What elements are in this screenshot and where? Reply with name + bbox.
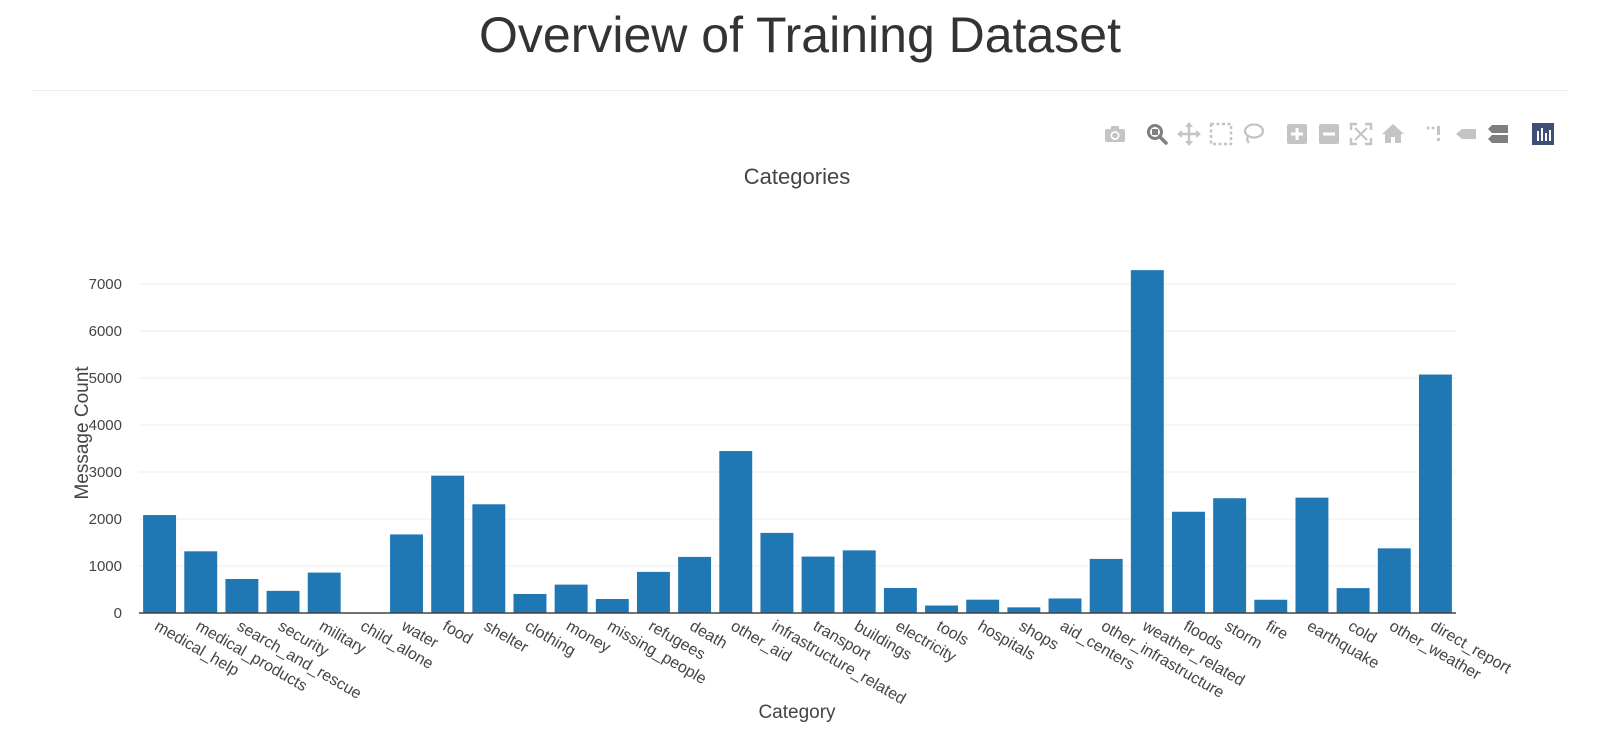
grid-lines xyxy=(139,283,1456,567)
bar-hospitals[interactable] xyxy=(966,599,1000,613)
bar-weather-related[interactable] xyxy=(1130,270,1164,613)
zoom-icon[interactable] xyxy=(1144,121,1170,147)
bar-infrastructure-related[interactable] xyxy=(760,532,794,613)
x-axis-title: Category xyxy=(758,702,836,723)
bar-shops[interactable] xyxy=(1007,607,1041,613)
bar-electricity[interactable] xyxy=(883,588,917,613)
bar-cold[interactable] xyxy=(1336,588,1370,613)
bar-money[interactable] xyxy=(554,584,588,613)
bar-medical-products[interactable] xyxy=(184,551,218,613)
bar-medical-help[interactable] xyxy=(143,515,177,613)
y-axis-title: Message Count xyxy=(72,366,93,500)
bar-food[interactable] xyxy=(431,475,465,613)
page-title: Overview of Training Dataset xyxy=(479,7,1121,63)
spike-lines-icon[interactable] xyxy=(1422,121,1448,147)
pan-icon[interactable] xyxy=(1176,121,1202,147)
bar-security[interactable] xyxy=(266,590,300,613)
y-tick-labels: 0 1000 2000 3000 4000 5000 6000 7000 xyxy=(89,276,122,622)
bar-tools[interactable] xyxy=(925,605,959,613)
bar-chart: 0 1000 2000 3000 4000 5000 6000 7000 medical_he… xyxy=(72,164,1515,723)
bar-military[interactable] xyxy=(307,572,341,613)
y-tick-label: 3000 xyxy=(89,464,122,481)
bars xyxy=(143,270,1452,613)
bar-search-and-rescue[interactable] xyxy=(225,578,259,613)
bar-death[interactable] xyxy=(678,556,712,613)
chart-title: Categories xyxy=(744,164,850,189)
y-tick-label: 0 xyxy=(114,605,122,622)
bar-earthquake[interactable] xyxy=(1295,497,1329,613)
autoscale-icon[interactable] xyxy=(1348,121,1374,147)
camera-icon[interactable] xyxy=(1102,121,1128,147)
bar-other-weather[interactable] xyxy=(1377,548,1411,613)
zoom-in-icon[interactable] xyxy=(1284,121,1310,147)
x-tick-label: storm xyxy=(1222,618,1265,653)
lasso-select-icon[interactable] xyxy=(1240,121,1266,147)
hover-compare-icon[interactable] xyxy=(1486,121,1512,147)
x-tick-labels: medical_helpmedical_productssearch_and_r… xyxy=(152,617,1515,708)
bar-other-infrastructure[interactable] xyxy=(1089,558,1123,613)
y-tick-label: 4000 xyxy=(89,417,122,434)
bar-shelter[interactable] xyxy=(472,504,506,613)
bar-floods[interactable] xyxy=(1172,511,1205,613)
x-tick-label: shelter xyxy=(481,618,532,657)
bar-water[interactable] xyxy=(390,534,423,613)
bar-aid-centers[interactable] xyxy=(1048,598,1082,613)
zoom-out-icon[interactable] xyxy=(1316,121,1342,147)
y-tick-label: 7000 xyxy=(89,276,122,293)
bar-fire[interactable] xyxy=(1254,599,1288,613)
bar-missing-people[interactable] xyxy=(595,598,629,613)
y-tick-label: 2000 xyxy=(89,511,122,528)
x-tick-label: food xyxy=(440,618,475,648)
bar-clothing[interactable] xyxy=(513,593,547,613)
bar-other-aid[interactable] xyxy=(719,451,753,613)
bar-buildings[interactable] xyxy=(842,550,876,613)
reset-axes-icon[interactable] xyxy=(1380,121,1406,147)
x-tick-label: fire xyxy=(1263,618,1291,644)
y-tick-label: 6000 xyxy=(89,323,122,340)
y-tick-label: 1000 xyxy=(89,558,122,575)
bar-storm[interactable] xyxy=(1213,498,1247,613)
box-select-icon[interactable] xyxy=(1208,121,1234,147)
bar-direct-report[interactable] xyxy=(1418,374,1452,613)
plotly-logo-icon[interactable] xyxy=(1530,121,1556,147)
bar-refugees[interactable] xyxy=(636,571,670,613)
y-tick-label: 5000 xyxy=(89,370,122,387)
bar-transport[interactable] xyxy=(801,556,835,613)
title-divider xyxy=(32,90,1568,91)
hover-closest-icon[interactable] xyxy=(1454,121,1480,147)
